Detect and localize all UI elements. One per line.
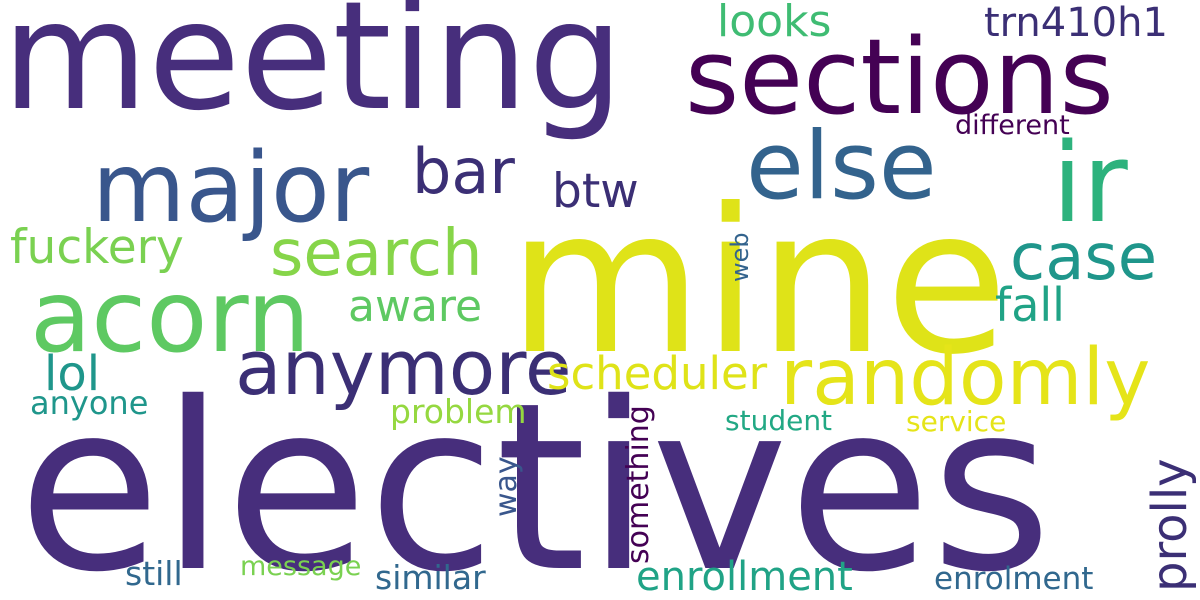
word: enrollment — [636, 554, 853, 600]
word: else — [746, 112, 937, 221]
word: similar — [375, 558, 486, 597]
word: acorn — [30, 258, 311, 375]
word: anymore — [235, 323, 572, 412]
word: major — [92, 132, 370, 244]
word: search — [270, 217, 483, 291]
word: scheduler — [547, 347, 768, 400]
word: something — [621, 405, 656, 564]
word: randomly — [780, 333, 1151, 423]
word: fuckery — [10, 220, 184, 275]
word: prolly — [1142, 458, 1198, 592]
word: mine — [508, 166, 1009, 399]
word: way — [489, 456, 524, 517]
word: bar — [412, 135, 515, 208]
word: case — [1010, 221, 1158, 295]
word: anyone — [30, 384, 149, 422]
word: message — [240, 551, 362, 582]
word: meeting — [2, 0, 624, 144]
word: trn410h1 — [984, 0, 1168, 46]
word: still — [125, 554, 183, 593]
word: web — [726, 232, 754, 282]
word: student — [725, 404, 833, 437]
word: sections — [685, 16, 1114, 138]
word: problem — [390, 392, 527, 431]
word: fall — [995, 278, 1065, 332]
word: looks — [717, 0, 832, 47]
word: lol — [44, 346, 101, 402]
word: btw — [552, 164, 639, 219]
word: service — [906, 405, 1007, 438]
word: electives — [18, 353, 1052, 600]
word: aware — [348, 281, 483, 332]
word: enrolment — [934, 561, 1094, 597]
word: different — [955, 110, 1070, 141]
word: ir — [1052, 119, 1128, 247]
